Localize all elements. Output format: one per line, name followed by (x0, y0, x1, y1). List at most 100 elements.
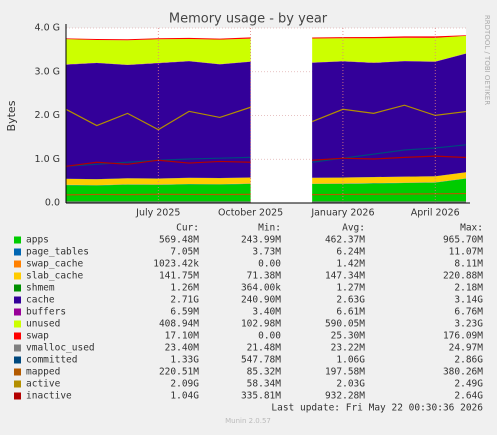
legend-swatch (14, 345, 21, 352)
legend-label: cache (26, 295, 55, 306)
y-tick-label: 4.0 G (35, 23, 61, 34)
legend-value: 1.06G (336, 355, 365, 366)
legend-header: Max: (460, 223, 483, 234)
legend-value: 1.27M (336, 283, 365, 294)
legend-swatch (14, 321, 21, 328)
legend-value: 25.30M (331, 331, 366, 342)
legend-value: 7.05M (170, 247, 199, 258)
legend-swatch (14, 261, 21, 268)
legend-value: 2.03G (336, 379, 365, 390)
legend-value: 1023.42k (153, 259, 199, 270)
legend-value: 547.78M (241, 355, 281, 366)
legend-value: 569.48M (159, 235, 199, 246)
legend-value: 3.14G (454, 295, 483, 306)
legend-label: buffers (26, 307, 66, 318)
legend-value: 1.04G (170, 391, 199, 402)
legend-value: 6.61M (336, 307, 365, 318)
footer: Last update: Fri May 22 00:30:36 2026 (271, 403, 483, 414)
legend-value: 243.99M (241, 235, 281, 246)
legend-swatch (14, 393, 21, 400)
legend-value: 364.00k (241, 283, 281, 294)
y-tick-label: 0.0 (45, 198, 60, 209)
legend-value: 11.07M (449, 247, 484, 258)
legend-value: 408.94M (159, 319, 199, 330)
y-axis-label: Bytes (5, 100, 18, 131)
legend-value: 21.48M (247, 343, 282, 354)
legend-label: vmalloc_used (26, 343, 95, 354)
legend-label: active (26, 379, 61, 390)
legend-value: 176.09M (443, 331, 483, 342)
legend-value: 590.05M (325, 319, 365, 330)
legend-value: 240.90M (241, 295, 281, 306)
legend-label: shmem (26, 283, 55, 294)
legend-swatch (14, 381, 21, 388)
y-tick-label: 3.0 G (35, 66, 61, 77)
legend-swatch (14, 333, 21, 340)
chart-title: Memory usage - by year (169, 12, 328, 27)
legend-value: 0.00 (258, 331, 281, 342)
legend-value: 58.34M (247, 379, 282, 390)
legend-swatch (14, 249, 21, 256)
x-tick-label: January 2026 (310, 208, 374, 219)
legend-value: 2.63G (336, 295, 365, 306)
legend-label: committed (26, 355, 77, 366)
side-text: RRDTOOL / TOBI OETIKER (483, 15, 491, 105)
legend-header: Cur: (176, 223, 199, 234)
x-tick-label: October 2025 (218, 208, 283, 219)
legend-swatch (14, 309, 21, 316)
legend-value: 965.70M (443, 235, 483, 246)
legend-label: swap (26, 331, 49, 342)
legend-value: 8.11M (454, 259, 483, 270)
legend-value: 23.40M (165, 343, 200, 354)
legend-swatch (14, 285, 21, 292)
legend-swatch (14, 273, 21, 280)
legend-header: Avg: (342, 223, 365, 234)
legend-value: 1.42M (336, 259, 365, 270)
legend-value: 71.38M (247, 271, 282, 282)
x-tick-label: April 2026 (411, 208, 460, 219)
version: Munin 2.0.57 (225, 417, 271, 425)
legend-value: 6.59M (170, 307, 199, 318)
legend-label: slab_cache (26, 271, 83, 282)
legend-value: 23.22M (331, 343, 366, 354)
x-tick-label: July 2025 (135, 208, 180, 219)
legend-value: 6.24M (336, 247, 365, 258)
y-tick-label: 1.0 G (35, 154, 61, 165)
legend-value: 2.09G (170, 379, 199, 390)
y-tick-label: 2.0 G (35, 110, 61, 121)
legend-value: 2.71G (170, 295, 199, 306)
legend-header: Min: (258, 223, 281, 234)
legend-value: 2.49G (454, 379, 483, 390)
legend-value: 335.81M (241, 391, 281, 402)
legend-value: 6.76M (454, 307, 483, 318)
legend-value: 17.10M (165, 331, 200, 342)
legend-value: 147.34M (325, 271, 365, 282)
legend-value: 1.26M (170, 283, 199, 294)
legend-value: 220.51M (159, 367, 199, 378)
legend-label: apps (26, 235, 49, 246)
legend-value: 220.88M (443, 271, 483, 282)
legend-value: 380.26M (443, 367, 483, 378)
legend-value: 2.64G (454, 391, 483, 402)
legend-label: inactive (26, 391, 72, 402)
legend-swatch (14, 237, 21, 244)
legend-value: 24.97M (449, 343, 484, 354)
legend-value: 2.18M (454, 283, 483, 294)
legend-value: 3.23G (454, 319, 483, 330)
legend-swatch (14, 369, 21, 376)
legend-label: swap_cache (26, 259, 83, 270)
legend-label: mapped (26, 367, 60, 378)
legend-label: page_tables (26, 247, 89, 258)
legend-value: 141.75M (159, 271, 199, 282)
legend-value: 102.98M (241, 319, 281, 330)
legend-swatch (14, 357, 21, 364)
legend-value: 3.73M (252, 247, 281, 258)
legend-value: 932.28M (325, 391, 365, 402)
legend-value: 197.58M (325, 367, 365, 378)
legend-value: 85.32M (247, 367, 282, 378)
legend-swatch (14, 297, 21, 304)
legend-label: unused (26, 319, 60, 330)
legend-value: 462.37M (325, 235, 365, 246)
legend-value: 1.33G (170, 355, 199, 366)
